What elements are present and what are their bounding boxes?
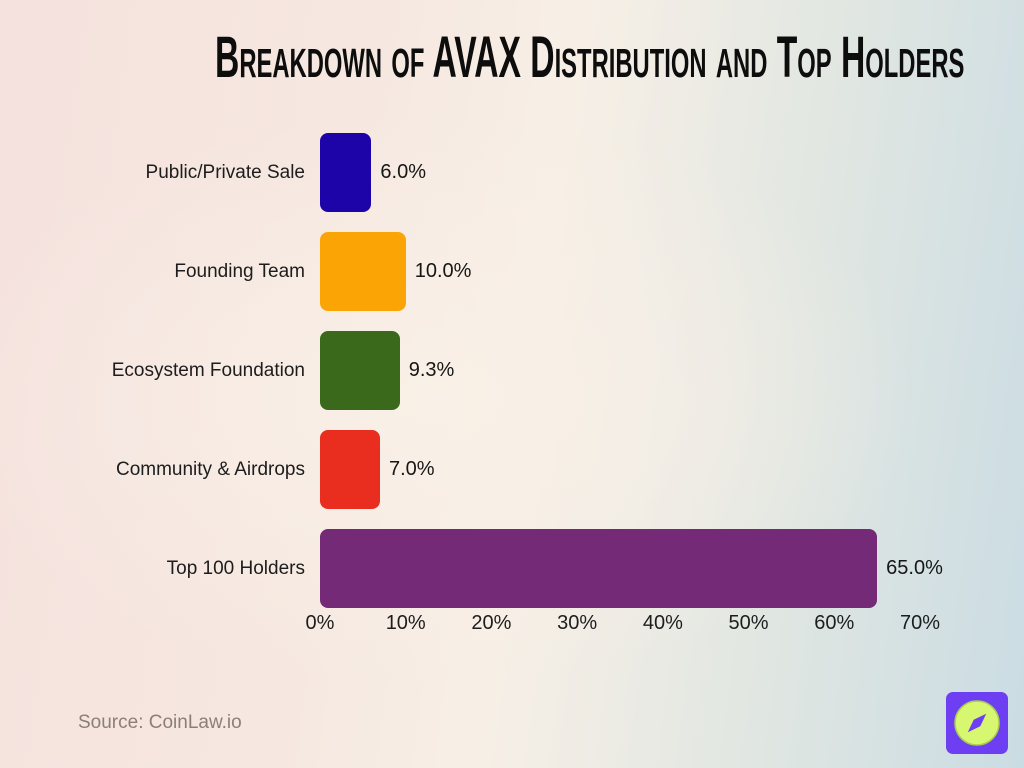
- x-tick-label: 10%: [385, 612, 426, 634]
- chart-row: Community & Airdrops 7.0%: [40, 430, 1000, 509]
- value-label: 65.0%: [886, 557, 943, 579]
- x-tick-label: 60%: [814, 612, 855, 634]
- compass-icon: [946, 692, 1008, 754]
- bar-chart: Public/Private Sale 6.0% Founding Team 10.0…: [40, 133, 1000, 628]
- x-axis: 0% 10% 20% 30% 40% 50% 60% 70%: [306, 612, 940, 642]
- chart-row: Founding Team 10.0%: [40, 232, 1000, 311]
- coinlaw-logo: [946, 692, 1008, 754]
- category-label: Ecosystem Foundation: [111, 359, 305, 381]
- category-label: Top 100 Holders: [166, 557, 305, 579]
- value-label: 6.0%: [380, 161, 427, 183]
- value-label: 10.0%: [414, 260, 472, 282]
- category-label: Community & Airdrops: [115, 458, 305, 480]
- bar: [320, 430, 380, 509]
- x-tick-label: 30%: [557, 612, 598, 634]
- chart-row: Public/Private Sale 6.0%: [40, 133, 1000, 212]
- x-tick-label: 50%: [728, 612, 769, 634]
- chart-title: Breakdown of AVAX Distribution and Top H…: [215, 25, 965, 90]
- category-label: Public/Private Sale: [145, 161, 305, 183]
- x-tick-label: 70%: [899, 612, 941, 634]
- chart-row: Ecosystem Foundation 9.3%: [40, 331, 1000, 410]
- source-label: Source: CoinLaw.io: [78, 712, 242, 733]
- value-label: 9.3%: [408, 359, 455, 381]
- bar: [320, 133, 372, 212]
- category-label: Founding Team: [174, 260, 305, 282]
- chart-row: Top 100 Holders 65.0%: [40, 529, 1000, 608]
- bar: [320, 529, 878, 608]
- bar: [320, 232, 406, 311]
- x-tick-label: 20%: [471, 612, 512, 634]
- value-label: 7.0%: [389, 458, 435, 480]
- x-tick-label: 0%: [305, 612, 335, 634]
- x-tick-label: 40%: [642, 612, 683, 634]
- bar: [320, 331, 400, 410]
